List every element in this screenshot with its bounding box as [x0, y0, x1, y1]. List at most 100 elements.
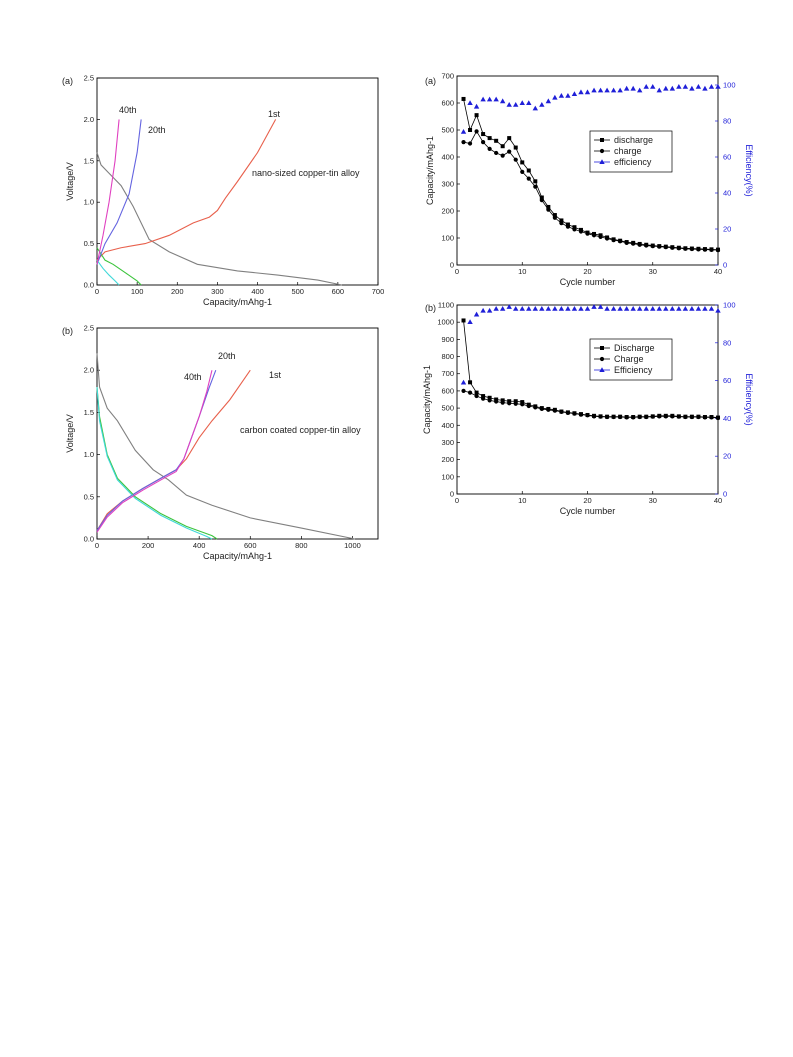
data-point	[617, 305, 623, 311]
data-point	[533, 405, 538, 410]
data-point	[650, 244, 655, 249]
panel-label: (b)	[62, 326, 73, 336]
y-tick-label: 700	[441, 72, 454, 81]
data-point	[578, 229, 584, 234]
data-point	[565, 93, 571, 98]
data-point	[650, 414, 655, 419]
data-point	[494, 399, 499, 404]
data-point	[670, 245, 675, 250]
y2-axis-label: Efficiency(%)	[744, 373, 754, 425]
data-point	[507, 401, 512, 406]
series-1st-charge	[96, 369, 251, 531]
series-efficiency	[460, 84, 721, 134]
legend-label: Efficiency	[614, 365, 653, 375]
data-point	[460, 129, 467, 134]
x-tick-label: 200	[142, 541, 155, 550]
panel-label: (a)	[62, 76, 73, 86]
data-point	[584, 89, 591, 95]
data-point	[637, 305, 643, 311]
data-point	[546, 207, 551, 212]
data-point	[715, 307, 721, 313]
data-point	[546, 407, 551, 412]
chart-annotation: nano-sized copper-tin alloy	[252, 168, 360, 178]
data-point	[481, 140, 486, 145]
y-tick-label: 500	[441, 126, 454, 135]
data-point	[500, 398, 505, 403]
x-tick-label: 600	[244, 541, 257, 550]
data-point	[624, 240, 629, 245]
y-tick-label: 400	[441, 153, 454, 162]
data-point	[689, 305, 695, 311]
x-tick-label: 0	[455, 496, 459, 505]
y-tick-label: 300	[441, 180, 454, 189]
legend-label: efficiency	[614, 157, 652, 167]
x-axis-label: Cycle number	[560, 506, 616, 516]
chart-panel-1: (a) 0 100 200 300 400 500 600 700 0.0 0.5 1.0 1.5 2.0…	[62, 74, 384, 308]
series-line	[96, 369, 251, 531]
cycle-label-20th: 20th	[218, 351, 236, 361]
y2-tick-label: 60	[723, 376, 731, 385]
data-point	[473, 103, 480, 109]
data-point	[499, 305, 506, 311]
x-tick-label: 1000	[344, 541, 361, 550]
data-point	[486, 96, 493, 102]
data-point	[637, 242, 642, 247]
series-line	[96, 370, 213, 533]
data-point	[539, 195, 544, 200]
y2-tick-label: 80	[723, 117, 731, 126]
data-point	[513, 145, 518, 150]
x-axis-label: Capacity/mAhg-1	[203, 297, 272, 307]
data-point	[552, 408, 557, 413]
data-point	[499, 98, 506, 104]
legend-marker	[600, 346, 604, 350]
series-1st-charge	[96, 119, 277, 261]
data-point	[631, 415, 636, 420]
y2-axis-label: Efficiency(%)	[744, 144, 754, 196]
data-point	[545, 98, 552, 104]
y-tick-label: 700	[441, 369, 454, 378]
x-tick-label: 20	[583, 496, 591, 505]
chart-panel-4: (b)0 10 20 30 400100200300400500600700800900…	[422, 301, 754, 517]
y-tick-label: 2.0	[84, 115, 94, 124]
data-point	[623, 305, 630, 311]
data-point	[526, 168, 531, 173]
data-point	[474, 129, 479, 134]
y-tick-label: 100	[441, 234, 454, 243]
data-point	[532, 105, 538, 111]
data-point	[500, 144, 505, 149]
x-tick-label: 400	[251, 287, 264, 296]
data-point	[696, 247, 701, 252]
data-point	[702, 415, 708, 420]
data-point	[539, 406, 544, 412]
series-line	[463, 130, 719, 251]
data-point	[552, 305, 558, 311]
data-point	[474, 393, 479, 399]
data-point	[480, 307, 486, 313]
data-point	[644, 414, 649, 420]
data-point	[520, 169, 525, 174]
y-tick-label: 500	[441, 404, 454, 413]
legend-label: Discharge	[614, 343, 655, 353]
data-point	[618, 414, 623, 420]
data-point	[656, 87, 662, 93]
data-point	[669, 85, 676, 91]
y-tick-label: 0.5	[84, 239, 94, 248]
series-line	[96, 119, 277, 261]
data-point	[682, 84, 689, 89]
data-point	[689, 246, 695, 252]
panel-label: (b)	[425, 303, 436, 313]
legend-marker	[599, 367, 605, 372]
series-40th-discharge	[96, 387, 213, 540]
data-point	[513, 157, 518, 162]
data-point	[650, 84, 656, 89]
data-point	[513, 305, 519, 311]
data-point	[571, 305, 578, 311]
data-point	[532, 305, 538, 311]
series-20th-charge	[96, 370, 217, 531]
data-point	[467, 319, 473, 325]
data-point	[604, 305, 610, 311]
x-tick-label: 700	[372, 287, 385, 296]
data-point	[676, 305, 682, 311]
data-point	[591, 304, 597, 309]
